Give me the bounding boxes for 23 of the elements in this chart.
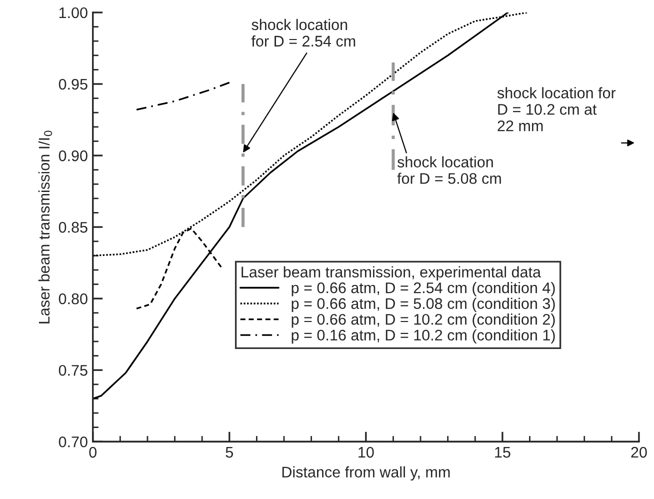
y-tick-label: 0.90 <box>58 150 88 162</box>
x-tick-label: 20 <box>631 446 647 458</box>
legend-label: p = 0.16 atm, D = 10.2 cm (condition 1) <box>292 329 555 344</box>
x-tick-label: 15 <box>495 447 510 458</box>
y-tick-label: 0.70 <box>58 436 88 448</box>
y-tick-label: 1.00 <box>59 7 88 18</box>
x-tick-label: 10 <box>358 446 374 458</box>
x-axis-title: Distance from wall y, mm <box>282 466 450 481</box>
annotation: shock location for D = 2.54 cm <box>251 18 356 47</box>
y-tick-label: 0.95 <box>58 78 88 90</box>
y-tick-label: 0.75 <box>58 364 88 376</box>
x-tick-label: 0 <box>89 446 97 458</box>
legend-title: Laser beam transmission, experimental data <box>242 266 541 280</box>
legend-label: p = 0.66 atm, D = 5.08 cm (condition 3) <box>292 298 555 312</box>
y-tick-label: 0.85 <box>58 222 88 233</box>
legend-label: p = 0.66 atm, D = 2.54 cm (condition 4) <box>292 282 555 296</box>
annotation: shock location for D = 5.08 cm <box>397 156 501 184</box>
y-axis-title: Laser beam transmission I/I$_{0}$ <box>38 130 52 324</box>
line-series <box>136 82 230 111</box>
x-tick-label: 5 <box>226 447 233 458</box>
y-tick-label: 0.80 <box>58 293 88 304</box>
legend-label: p = 0.66 atm, D = 10.2 cm (condition 2) <box>292 314 555 328</box>
annotation: shock location for D = 10.2 cm at 22 mm <box>497 87 616 132</box>
